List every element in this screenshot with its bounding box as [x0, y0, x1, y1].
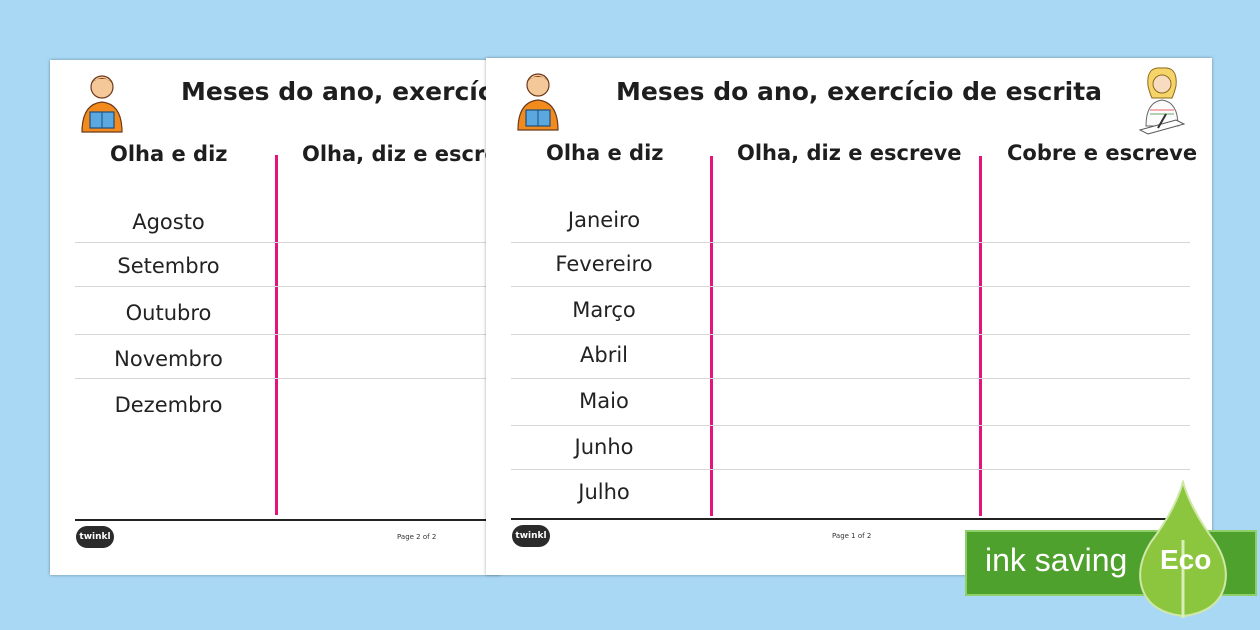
column-divider — [979, 156, 982, 516]
worksheet-title: Meses do ano, exercício de escrita — [181, 77, 500, 106]
row-line — [75, 286, 500, 287]
twinkl-logo: twinkl — [512, 525, 550, 547]
month-label: Maio — [579, 389, 629, 413]
column-divider — [275, 155, 278, 515]
eco-leaf-drop-icon — [1139, 480, 1227, 618]
reading-boy-icon — [517, 73, 559, 131]
column-header-look-say: Olha e diz — [110, 142, 228, 166]
row-line — [75, 378, 500, 379]
row-line — [511, 469, 1190, 470]
worksheet-page-1: Meses do ano, exercício de escrita Olha … — [486, 58, 1212, 575]
row-line — [511, 425, 1190, 426]
footer-line — [75, 519, 500, 521]
month-label: Agosto — [132, 210, 205, 234]
twinkl-logo: twinkl — [76, 526, 114, 548]
row-line — [511, 286, 1190, 287]
month-label: Fevereiro — [555, 252, 653, 276]
column-header-trace-write: Cobre e escreve — [1007, 141, 1198, 165]
row-line — [511, 378, 1190, 379]
reading-boy-icon — [81, 75, 123, 133]
worksheet-page-2: Meses do ano, exercício de escrita Olha … — [50, 60, 500, 575]
month-label: Julho — [578, 480, 630, 504]
column-header-look-say: Olha e diz — [546, 141, 664, 165]
ink-saving-text: ink saving — [985, 542, 1128, 578]
month-label: Outubro — [125, 301, 212, 325]
row-line — [75, 334, 500, 335]
eco-label: Eco — [1160, 544, 1212, 575]
writing-girl-icon — [1138, 67, 1186, 135]
month-label: Abril — [580, 343, 628, 367]
column-header-look-say-write: Olha, diz e escreve — [737, 141, 962, 165]
row-line — [75, 242, 500, 243]
month-label: Junho — [574, 435, 634, 459]
month-label: Março — [572, 298, 636, 322]
month-label: Dezembro — [114, 393, 223, 417]
month-label: Janeiro — [567, 208, 641, 232]
page-number: Page 1 of 2 — [832, 532, 872, 540]
month-label: Novembro — [114, 347, 223, 371]
column-header-look-say-write: Olha, diz e escreve — [302, 142, 500, 166]
month-label: Setembro — [117, 254, 220, 278]
row-line — [511, 242, 1190, 243]
footer-line — [511, 518, 1190, 520]
row-line — [511, 334, 1190, 335]
worksheet-title: Meses do ano, exercício de escrita — [616, 77, 1103, 106]
page-number: Page 2 of 2 — [397, 533, 437, 541]
column-divider — [710, 156, 713, 516]
